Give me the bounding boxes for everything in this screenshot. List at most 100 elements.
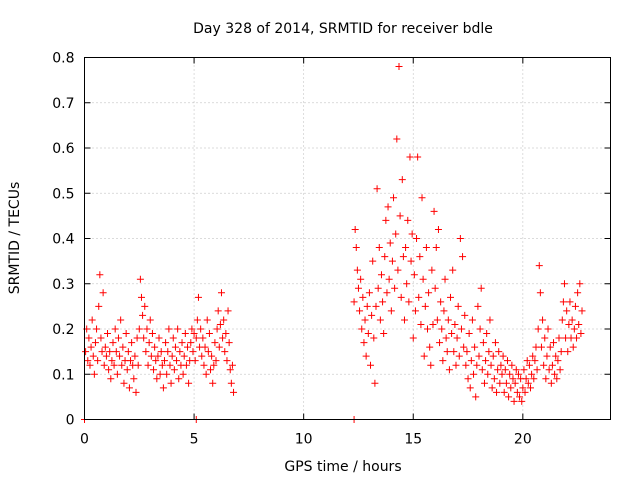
data-point [106, 348, 114, 356]
data-point [156, 370, 164, 378]
data-point [482, 357, 490, 365]
data-point [474, 302, 482, 310]
data-point [456, 235, 464, 242]
data-point [354, 284, 362, 292]
data-point [513, 388, 521, 396]
data-point [472, 393, 480, 401]
x-axis-label: GPS time / hours [284, 459, 401, 475]
data-point [216, 320, 224, 328]
data-point [201, 343, 209, 351]
data-point [371, 379, 379, 387]
data-point [198, 352, 206, 360]
data-point [230, 388, 238, 396]
data-point [100, 361, 108, 369]
x-tick-label: 0 [80, 432, 89, 448]
data-point [190, 330, 198, 338]
data-point [539, 316, 547, 324]
data-point [101, 343, 109, 351]
data-point [494, 366, 502, 374]
data-point [84, 357, 92, 365]
data-point [185, 379, 193, 387]
data-point [85, 334, 93, 342]
data-point [507, 384, 515, 392]
data-point [493, 388, 501, 396]
data-point [90, 370, 98, 378]
data-point [147, 352, 155, 360]
data-point [98, 348, 106, 356]
data-point [407, 257, 415, 265]
data-point [368, 311, 376, 319]
data-point [468, 316, 476, 324]
data-point [452, 361, 460, 369]
data-point [434, 225, 442, 233]
data-point [489, 352, 497, 360]
data-point [170, 366, 178, 374]
data-point [131, 352, 139, 360]
data-point [403, 280, 411, 288]
data-point [431, 284, 439, 292]
data-point [385, 275, 393, 283]
data-point [209, 379, 217, 387]
data-point [422, 244, 430, 252]
data-point [540, 361, 548, 369]
data-point [97, 334, 105, 342]
data-point [402, 244, 410, 252]
data-point [570, 325, 578, 333]
y-tick-label: 0.4 [52, 232, 74, 248]
data-point [225, 339, 233, 347]
data-point [148, 330, 156, 338]
data-point [136, 275, 144, 283]
data-point [409, 334, 417, 342]
data-point [428, 266, 436, 274]
y-tick-label: 0.6 [52, 141, 74, 157]
data-point [128, 339, 136, 347]
data-point [569, 343, 577, 351]
data-point [391, 284, 399, 292]
data-point [191, 357, 199, 365]
data-point [477, 284, 485, 292]
data-point [527, 384, 535, 392]
data-point [423, 325, 431, 333]
data-point [143, 325, 151, 333]
data-point [194, 293, 202, 301]
data-point [387, 307, 395, 315]
data-point [167, 379, 175, 387]
data-point [557, 348, 565, 356]
data-point [379, 298, 387, 306]
data-point [552, 352, 560, 360]
data-point [546, 343, 554, 351]
data-point [189, 348, 197, 356]
data-point [180, 352, 188, 360]
data-point [406, 153, 414, 161]
data-point [210, 361, 218, 369]
data-point [204, 348, 212, 356]
data-point [142, 348, 150, 356]
data-point [184, 343, 192, 351]
data-point [548, 361, 556, 369]
y-tick-label: 0 [66, 413, 75, 429]
data-point [217, 289, 225, 297]
data-point [550, 339, 558, 347]
data-point [437, 298, 445, 306]
data-point [479, 339, 487, 347]
data-point [445, 366, 453, 374]
data-point [495, 348, 503, 356]
data-point [226, 366, 234, 374]
data-point [94, 357, 102, 365]
y-tick-label: 0.1 [52, 367, 74, 383]
data-point [392, 230, 400, 238]
data-point [197, 325, 205, 333]
data-point [119, 343, 127, 351]
data-point [440, 307, 448, 315]
data-point [357, 275, 365, 283]
data-point [227, 379, 235, 387]
data-point [351, 225, 359, 233]
data-point [157, 348, 165, 356]
data-point [374, 284, 382, 292]
data-point [107, 375, 115, 383]
data-point [430, 207, 438, 215]
data-point [565, 320, 573, 328]
data-point [429, 320, 437, 328]
data-point [486, 316, 494, 324]
data-point [464, 375, 472, 383]
